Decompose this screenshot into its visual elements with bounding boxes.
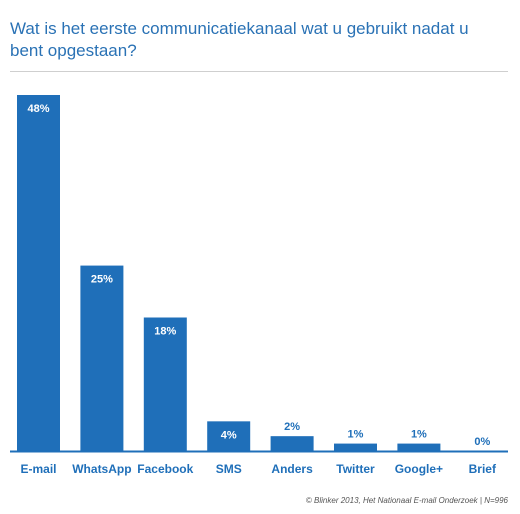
category-label: Twitter	[336, 462, 375, 476]
bar-value-label: 2%	[284, 421, 300, 433]
bar-sms	[207, 421, 251, 451]
bar-value-label: 25%	[91, 274, 113, 286]
chart-title: Wat is het eerste communicatiekanaal wat…	[10, 19, 469, 60]
category-label: Anders	[271, 462, 313, 476]
category-label: WhatsApp	[72, 462, 131, 476]
title-divider	[10, 71, 508, 72]
bar-facebook	[143, 317, 187, 451]
bar-value-label: 18%	[154, 326, 176, 338]
category-label: Google+	[395, 462, 443, 476]
bar-google-	[397, 443, 441, 451]
bar-value-label: 48%	[27, 103, 49, 115]
bar-value-label: 1%	[348, 429, 364, 441]
bar-value-label: 1%	[411, 429, 427, 441]
bar-value-label: 0%	[474, 436, 490, 448]
bar-twitter	[334, 443, 377, 451]
source-footnote: © Blinker 2013, Het Nationaal E-mail Ond…	[305, 496, 508, 505]
category-label: Facebook	[137, 462, 193, 476]
bar-value-label: 4%	[221, 429, 237, 441]
category-label: E-mail	[20, 462, 56, 476]
bar-anders	[270, 436, 314, 451]
category-label: Brief	[469, 462, 497, 476]
bar-whatsapp	[80, 265, 124, 451]
category-label: SMS	[216, 462, 242, 476]
bar-e-mail	[17, 95, 60, 451]
